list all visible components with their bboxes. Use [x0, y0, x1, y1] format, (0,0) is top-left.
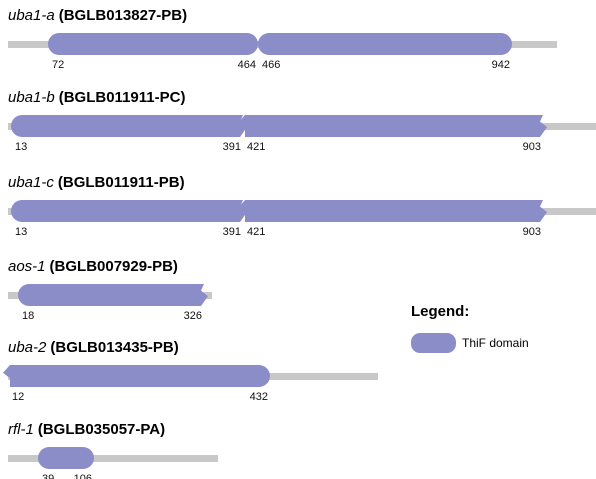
- domain-start-label: 421: [247, 226, 265, 238]
- domain-start-label: 72: [52, 59, 64, 71]
- domain-end-label: 903: [523, 226, 541, 238]
- thif-domain: [258, 33, 512, 55]
- protein-id: (BGLB011911-PC): [59, 89, 186, 106]
- domain-start-label: 13: [15, 141, 27, 153]
- protein-title: aos-1 (BGLB007929-PB): [8, 258, 178, 275]
- protein-title: rfl-1 (BGLB035057-PA): [8, 421, 165, 438]
- domain-start-label: 39: [42, 473, 54, 479]
- protein-title: uba1-c (BGLB011911-PB): [8, 174, 185, 191]
- protein-aos-1: aos-1 (BGLB007929-PB) 18 326: [8, 258, 212, 322]
- thif-domain: [3, 365, 270, 387]
- gene-name: uba1-b: [8, 89, 55, 106]
- domain-end-label: 464: [238, 59, 256, 71]
- thif-domain: [38, 447, 94, 469]
- protein-id: (BGLB035057-PA): [38, 421, 165, 438]
- thif-domain: [18, 284, 208, 306]
- legend-title: Legend:: [411, 303, 469, 320]
- domain-end-label: 391: [223, 141, 241, 153]
- domain-end-label: 432: [250, 391, 268, 403]
- protein-rfl-1: rfl-1 (BGLB035057-PA) 39 106: [8, 421, 218, 479]
- domain-start-label: 466: [262, 59, 280, 71]
- protein-title: uba-2 (BGLB013435-PB): [8, 339, 179, 356]
- protein-id: (BGLB007929-PB): [50, 258, 178, 275]
- domain-start-label: 12: [12, 391, 24, 403]
- protein-id: (BGLB011911-PB): [58, 174, 185, 191]
- domain-start-label: 18: [22, 310, 34, 322]
- gene-name: aos-1: [8, 258, 46, 275]
- domain-start-label: 421: [247, 141, 265, 153]
- domain-start-label: 13: [15, 226, 27, 238]
- legend-domain-label: ThiF domain: [462, 336, 529, 350]
- protein-id: (BGLB013827-PB): [59, 7, 187, 24]
- legend-domain-swatch: [411, 333, 456, 353]
- domain-end-label: 391: [223, 226, 241, 238]
- domain-end-label: 942: [492, 59, 510, 71]
- legend: Legend: ThiF domain: [411, 303, 529, 353]
- thif-domain: [11, 115, 247, 137]
- gene-name: uba1-c: [8, 174, 54, 191]
- thif-domain: [238, 200, 547, 222]
- domain-end-label: 106: [74, 473, 92, 479]
- gene-name: rfl-1: [8, 421, 34, 438]
- protein-uba-2: uba-2 (BGLB013435-PB) 12 432: [3, 339, 378, 403]
- thif-domain: [238, 115, 547, 137]
- domain-end-label: 903: [523, 141, 541, 153]
- protein-title: uba1-a (BGLB013827-PB): [8, 7, 187, 24]
- thif-domain: [48, 33, 258, 55]
- protein-backbone: [8, 455, 218, 462]
- gene-name: uba-2: [8, 339, 47, 356]
- gene-name: uba1-a: [8, 7, 55, 24]
- thif-domain: [11, 200, 247, 222]
- protein-uba1-c: uba1-c (BGLB011911-PB) 13 391 421 903: [8, 174, 596, 238]
- protein-uba1-a: uba1-a (BGLB013827-PB) 72 464 466 942: [8, 7, 557, 71]
- protein-uba1-b: uba1-b (BGLB011911-PC) 13 391 421 903: [8, 89, 596, 153]
- protein-title: uba1-b (BGLB011911-PC): [8, 89, 185, 106]
- protein-id: (BGLB013435-PB): [50, 339, 178, 356]
- domain-end-label: 326: [184, 310, 202, 322]
